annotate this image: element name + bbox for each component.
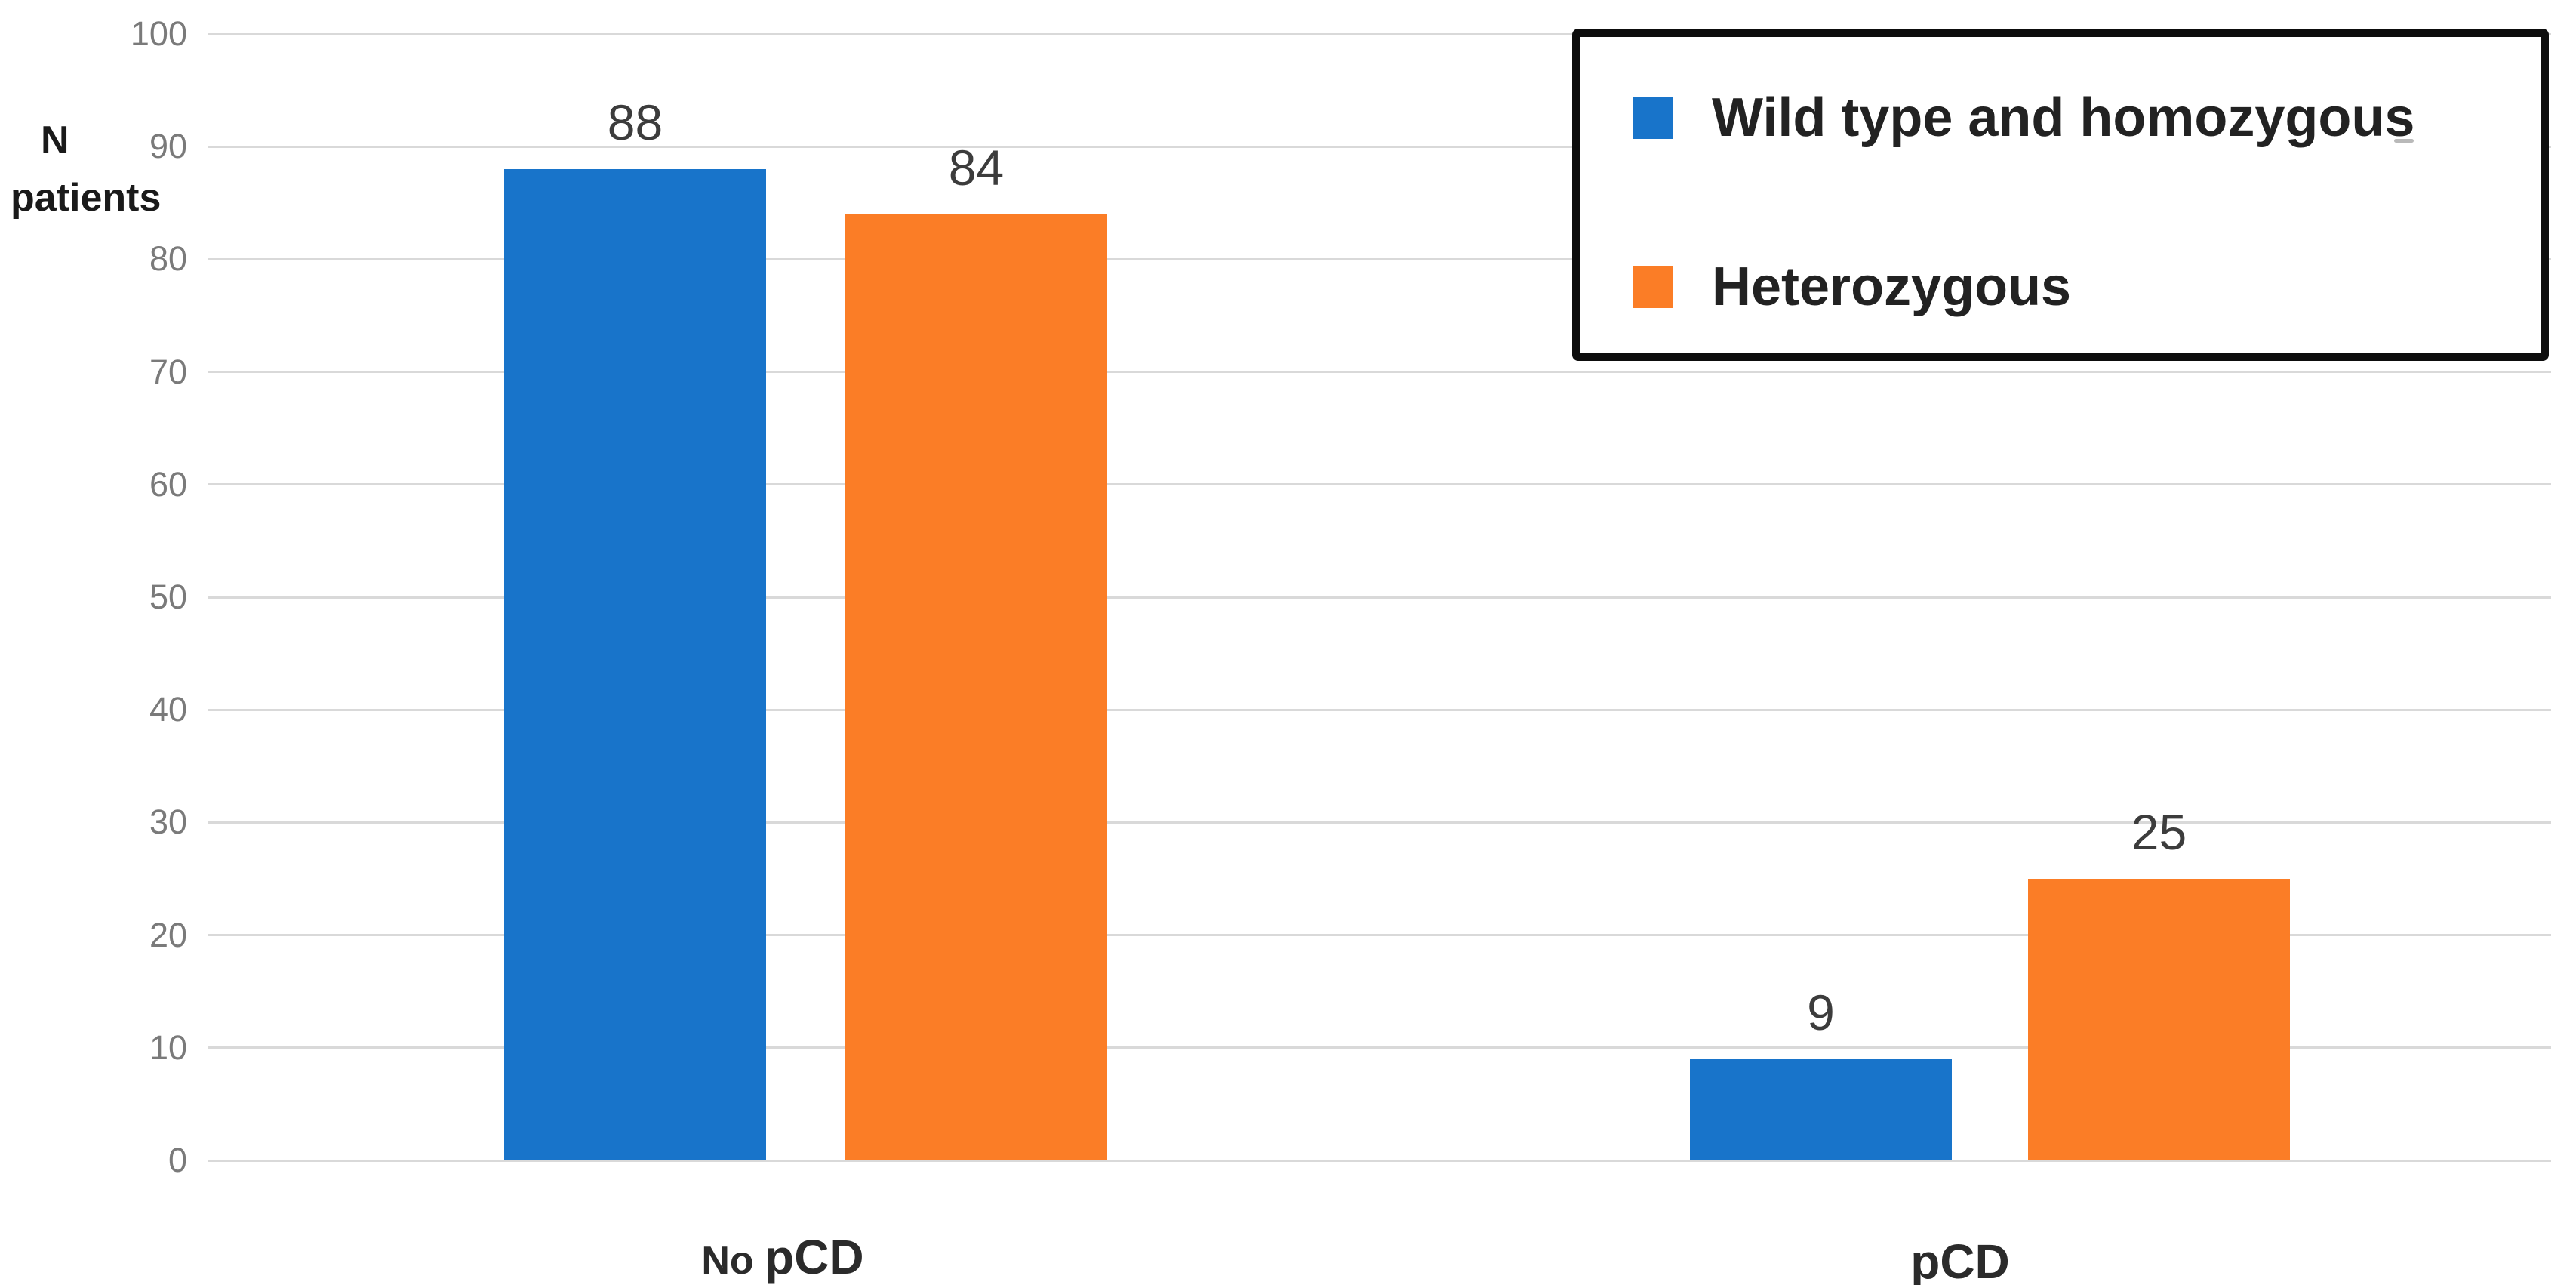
y-tick-label-80: 80 bbox=[149, 239, 187, 279]
legend-item-heterozygous: Heterozygous bbox=[1633, 253, 2071, 321]
y-tick-label-30: 30 bbox=[149, 803, 187, 842]
y-tick-label-90: 90 bbox=[149, 127, 187, 166]
y-tick-label-0: 0 bbox=[168, 1141, 187, 1179]
gridline-40 bbox=[208, 708, 2551, 711]
bar-wild-type-and-homozygous-no-pcd bbox=[504, 169, 766, 1160]
x-axis-label-no-pcd: No pCD bbox=[701, 1230, 864, 1284]
gridline-80 bbox=[208, 257, 2551, 260]
x-axis-label-no: No bbox=[701, 1239, 765, 1283]
gridline-0 bbox=[208, 1159, 2551, 1162]
gridline-20 bbox=[208, 934, 2551, 937]
bar-heterozygous-no-pcd bbox=[845, 214, 1107, 1160]
gridline-60 bbox=[208, 483, 2551, 486]
y-axis-title-line1: N bbox=[41, 119, 69, 162]
scan-artifact-dash bbox=[2394, 139, 2414, 143]
y-tick-label-50: 50 bbox=[149, 578, 187, 616]
bar-value-label-heterozygous-pcd: 25 bbox=[2131, 804, 2187, 860]
y-tick-label-70: 70 bbox=[149, 352, 187, 391]
gridline-100 bbox=[208, 32, 2551, 35]
legend: Wild type and homozygous Heterozygous bbox=[1572, 29, 2549, 361]
y-tick-label-100: 100 bbox=[130, 14, 187, 53]
y-axis-title: N patients bbox=[11, 112, 169, 226]
bar-wild-type-and-homozygous-pcd bbox=[1690, 1059, 1952, 1160]
y-axis-title-line2: patients bbox=[11, 176, 162, 220]
legend-label: Wild type and homozygous bbox=[1712, 88, 2415, 148]
bar-value-label-wild-type-and-homozygous-pcd: 9 bbox=[1807, 984, 1835, 1040]
legend-label: Heterozygous bbox=[1712, 257, 2072, 317]
x-axis-label-pcd-2: pCD bbox=[1910, 1234, 2010, 1285]
bar-value-label-wild-type-and-homozygous-no-pcd: 88 bbox=[607, 94, 663, 151]
bar-heterozygous-pcd bbox=[2028, 879, 2290, 1160]
gridline-50 bbox=[208, 596, 2551, 599]
legend-item-wild-type-and-homozygous: Wild type and homozygous bbox=[1633, 84, 2414, 152]
x-axis-label-pcd-1: pCD bbox=[765, 1230, 864, 1284]
gridline-70 bbox=[208, 371, 2551, 374]
bar-value-label-heterozygous-no-pcd: 84 bbox=[948, 139, 1005, 196]
x-axis-label-pcd: pCD bbox=[1910, 1234, 2010, 1285]
y-tick-label-40: 40 bbox=[149, 690, 187, 729]
y-tick-label-20: 20 bbox=[149, 915, 187, 954]
gridline-90 bbox=[208, 145, 2551, 148]
legend-swatch-orange-icon bbox=[1633, 266, 1673, 308]
gridline-10 bbox=[208, 1046, 2551, 1049]
legend-swatch-blue-icon bbox=[1633, 97, 1673, 139]
y-tick-label-10: 10 bbox=[149, 1028, 187, 1067]
y-tick-label-60: 60 bbox=[149, 464, 187, 504]
gridline-30 bbox=[208, 821, 2551, 824]
